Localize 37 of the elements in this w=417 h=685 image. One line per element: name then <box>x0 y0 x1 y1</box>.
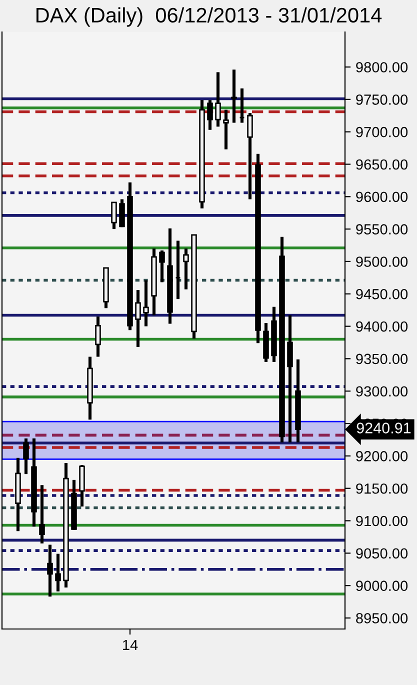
y-tick-label: 9400.00 <box>356 321 408 332</box>
y-tick-label: 9550.00 <box>356 224 408 234</box>
text: 9240.91 <box>356 422 411 434</box>
y-tick-label: 9700.00 <box>356 126 408 138</box>
y-tick-label: 9450.00 <box>356 288 408 300</box>
y-tick-label: 9000.00 <box>356 580 408 591</box>
y-tick-label: 9750.00 <box>356 94 408 105</box>
candlestick <box>111 202 117 230</box>
y-tick-label: 8950.00 <box>356 613 408 624</box>
candlestick <box>39 485 45 544</box>
y-tick-label: 9150.00 <box>356 483 408 494</box>
candlestick <box>223 110 229 150</box>
candlestick <box>47 544 53 597</box>
y-tick-label: 9500.00 <box>356 256 408 267</box>
chart-title: DAX (Daily) 06/12/2013 - 31/01/2014 <box>36 7 382 27</box>
candlestick <box>143 280 149 326</box>
candlestick <box>215 72 221 127</box>
candlestick <box>287 315 293 442</box>
y-tick-label: 9800.00 <box>356 62 408 72</box>
candlestick <box>135 290 141 348</box>
candlestick <box>183 248 189 290</box>
y-tick-label: 9650.00 <box>356 159 408 170</box>
y-tick-label: 9600.00 <box>356 192 408 202</box>
y-tick-label: 9200.00 <box>356 451 408 462</box>
candlestick <box>231 70 237 123</box>
y-tick-label: 9300.00 <box>356 386 408 397</box>
y-tick-label: 9350.00 <box>356 354 408 364</box>
y-tick-label: 9100.00 <box>356 516 408 526</box>
candlestick <box>95 316 101 357</box>
x-tick-label: 14 <box>123 640 138 650</box>
candlestick <box>207 100 213 130</box>
candlestick <box>159 250 165 282</box>
candlestick <box>55 554 61 592</box>
y-tick-label: 9050.00 <box>356 548 408 559</box>
candlestick <box>23 438 29 474</box>
candlestick <box>119 199 125 228</box>
candlestick <box>247 113 253 200</box>
